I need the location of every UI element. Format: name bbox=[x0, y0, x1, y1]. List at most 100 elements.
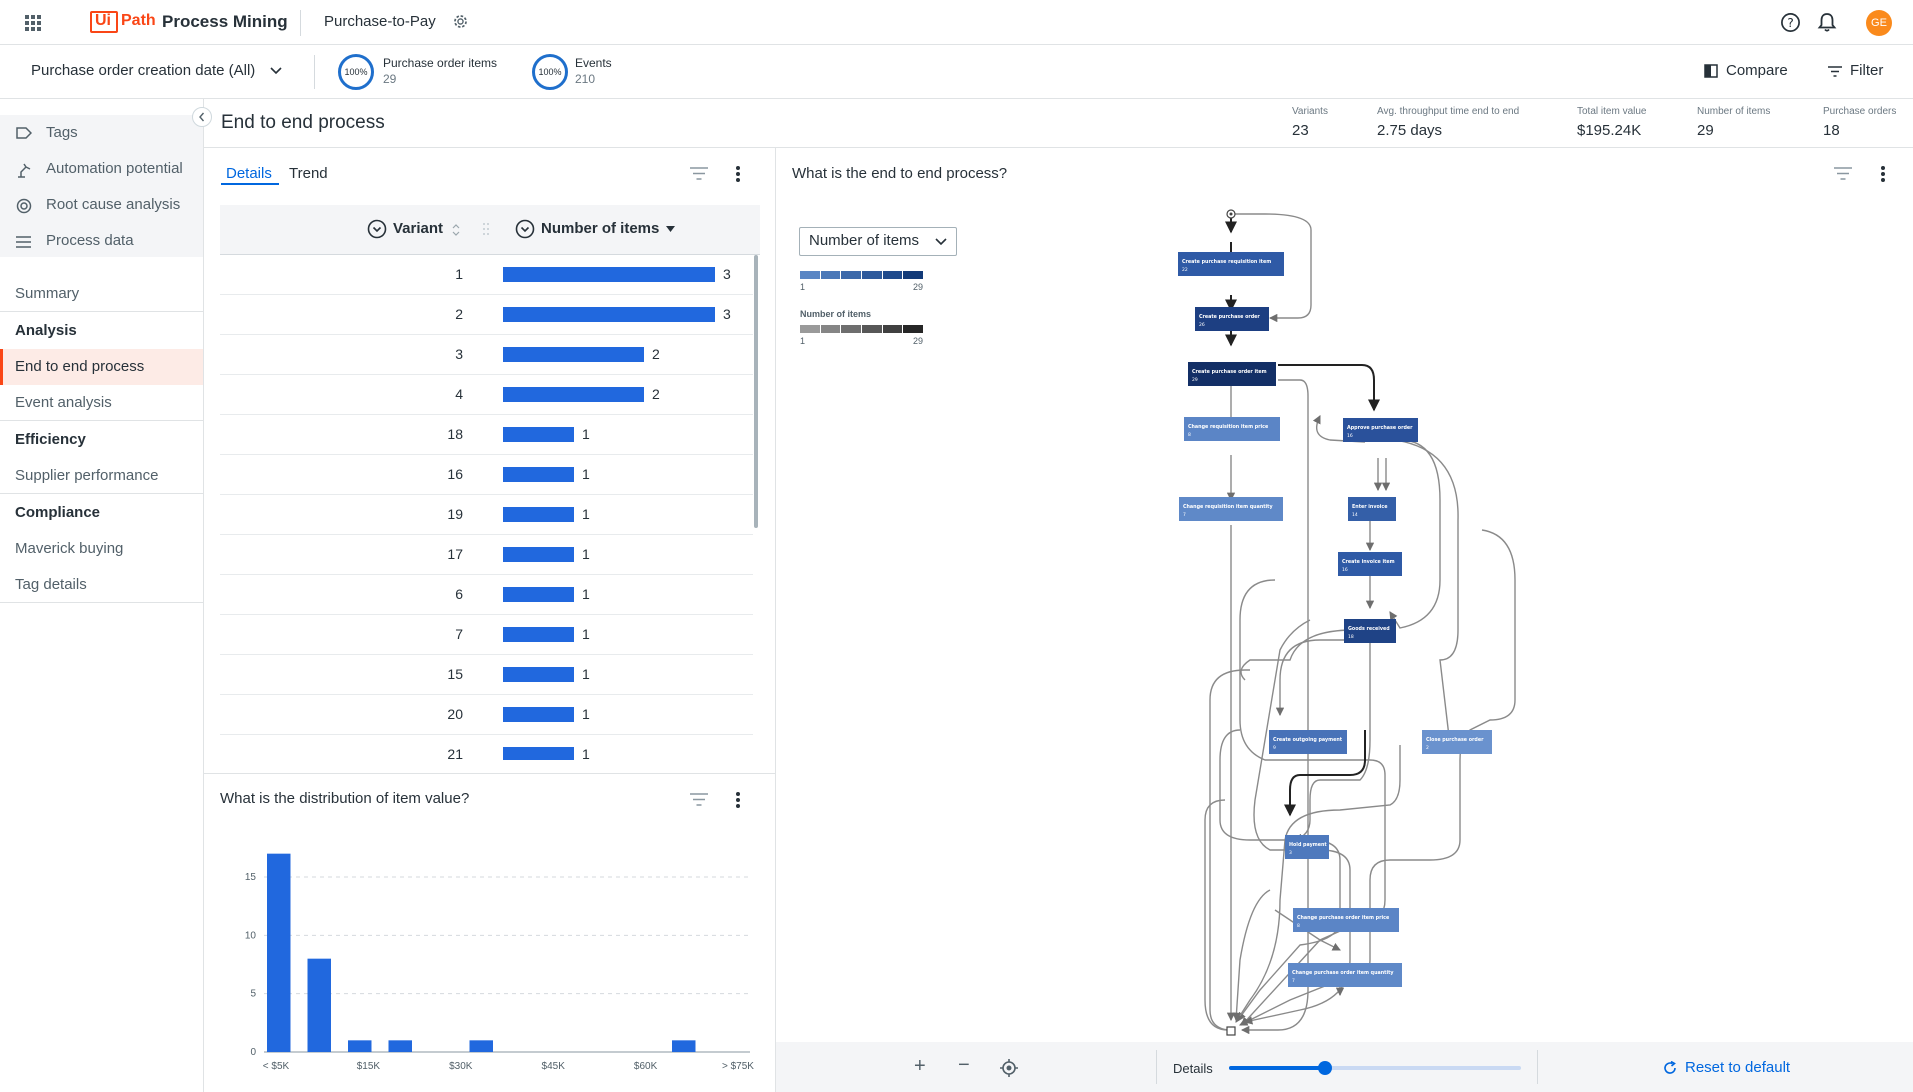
histogram-bar[interactable] bbox=[267, 853, 291, 1052]
table-row[interactable]: 17 1 bbox=[220, 535, 753, 575]
sidebar-tool-process-data[interactable]: Process data bbox=[0, 229, 203, 257]
reset-to-default-button[interactable]: Reset to default bbox=[1661, 1057, 1801, 1079]
process-node[interactable]: Enter invoice 14 bbox=[1348, 497, 1396, 521]
column-header-number-of-items[interactable]: Number of items bbox=[541, 220, 660, 237]
product-name: Process Mining bbox=[162, 12, 288, 31]
more-options-icon[interactable] bbox=[735, 165, 741, 183]
nav-item-tag-details[interactable]: Tag details bbox=[15, 576, 87, 593]
table-filter-icon[interactable] bbox=[690, 167, 708, 180]
recenter-icon[interactable] bbox=[1000, 1059, 1018, 1077]
process-node[interactable]: Goods received 18 bbox=[1344, 619, 1396, 643]
sort-descending-icon[interactable] bbox=[666, 226, 675, 232]
sort-circle-icon[interactable] bbox=[367, 219, 387, 239]
more-options-icon[interactable] bbox=[1880, 165, 1886, 183]
kpi-ring: 100% bbox=[338, 54, 374, 90]
process-node[interactable]: Change requisition item quantity 7 bbox=[1179, 497, 1283, 521]
table-row[interactable]: 21 1 bbox=[220, 735, 753, 760]
sidebar-tool-label: Automation potential bbox=[46, 160, 183, 177]
histogram-bar[interactable] bbox=[672, 1040, 696, 1052]
stat-value: $195.24K bbox=[1577, 122, 1642, 139]
tab-trend[interactable]: Trend bbox=[289, 165, 328, 182]
nav-divider bbox=[0, 602, 203, 603]
histogram-bar[interactable] bbox=[307, 958, 331, 1052]
process-node[interactable]: Hold payment 3 bbox=[1285, 835, 1329, 859]
sidebar-tool-automation-potential[interactable]: Automation potential bbox=[0, 157, 203, 185]
nav-group-compliance[interactable]: Compliance bbox=[15, 504, 101, 521]
process-node[interactable]: Change purchase order item price 8 bbox=[1293, 908, 1399, 932]
process-node[interactable]: Approve purchase order 16 bbox=[1343, 418, 1418, 442]
apps-grid-icon[interactable] bbox=[25, 15, 41, 31]
nav-item-event-analysis[interactable]: Event analysis bbox=[15, 394, 112, 411]
process-node[interactable]: Create purchase order item 29 bbox=[1188, 362, 1276, 386]
table-scrollbar[interactable] bbox=[754, 255, 758, 528]
sort-arrows-icon[interactable] bbox=[452, 224, 460, 236]
process-filter-icon[interactable] bbox=[1834, 167, 1852, 180]
sidebar-tool-tags[interactable]: Tags bbox=[0, 121, 203, 149]
metric-select[interactable]: Number of items bbox=[799, 227, 957, 256]
legend-max: 29 bbox=[913, 282, 924, 292]
process-node-count: 16 bbox=[1347, 433, 1353, 439]
details-slider[interactable] bbox=[1229, 1060, 1521, 1076]
x-tick-label: $45K bbox=[542, 1061, 566, 1072]
sidebar-tool-root-cause-analysis[interactable]: Root cause analysis bbox=[0, 193, 203, 221]
slider-fill bbox=[1229, 1066, 1325, 1070]
bell-icon[interactable] bbox=[1817, 12, 1837, 33]
app-name[interactable]: Purchase-to-Pay bbox=[324, 13, 436, 30]
sort-circle-icon[interactable] bbox=[515, 219, 535, 239]
column-header-variant[interactable]: Variant bbox=[393, 220, 444, 237]
nav-item-supplier-performance[interactable]: Supplier performance bbox=[15, 467, 159, 484]
process-node[interactable]: Create purchase order 26 bbox=[1195, 307, 1269, 331]
table-row[interactable]: 16 1 bbox=[220, 455, 753, 495]
process-node[interactable]: Create purchase requisition item 22 bbox=[1178, 252, 1284, 276]
process-node[interactable]: Change purchase order item quantity 7 bbox=[1288, 963, 1402, 987]
nav-item-maverick-buying[interactable]: Maverick buying bbox=[15, 540, 124, 557]
zoom-in-icon[interactable]: + bbox=[914, 1055, 926, 1077]
column-drag-handle-icon[interactable] bbox=[482, 222, 490, 236]
process-node[interactable]: Create outgoing payment 9 bbox=[1269, 730, 1347, 754]
nav-item-end-to-end-process[interactable]: End to end process bbox=[15, 358, 145, 375]
help-icon[interactable]: ? bbox=[1780, 12, 1801, 33]
slider-handle[interactable] bbox=[1318, 1061, 1332, 1075]
nav-group-analysis[interactable]: Analysis bbox=[15, 322, 77, 339]
process-node[interactable]: Close purchase order 2 bbox=[1422, 730, 1492, 754]
nav-group-efficiency[interactable]: Efficiency bbox=[15, 431, 86, 448]
table-row[interactable]: 20 1 bbox=[220, 695, 753, 735]
divider bbox=[204, 773, 775, 774]
histogram-bar[interactable] bbox=[469, 1040, 493, 1052]
items-bar bbox=[503, 347, 644, 362]
table-row[interactable]: 15 1 bbox=[220, 655, 753, 695]
compare-icon bbox=[1704, 64, 1718, 78]
nav-item-summary[interactable]: Summary bbox=[15, 285, 80, 302]
avatar[interactable]: GE bbox=[1866, 10, 1892, 36]
histogram-bar[interactable] bbox=[388, 1040, 412, 1052]
process-node[interactable]: Create invoice item 16 bbox=[1338, 552, 1402, 576]
process-node-count: 3 bbox=[1289, 850, 1292, 856]
chevron-down-icon[interactable] bbox=[270, 67, 282, 75]
nav-divider bbox=[0, 311, 203, 312]
process-node[interactable]: Change requisition item price 8 bbox=[1184, 417, 1280, 441]
variants-rows: 1 3 2 3 3 2 4 2 18 1 16 1 19 1 17 1 6 1 7 1 15 1 20 1 21 1 bbox=[220, 255, 760, 760]
histogram-bar[interactable] bbox=[348, 1040, 372, 1052]
more-options-icon[interactable] bbox=[735, 791, 741, 809]
gear-icon[interactable] bbox=[452, 13, 469, 30]
end-node-icon[interactable] bbox=[1226, 1026, 1236, 1036]
slider-track bbox=[1229, 1066, 1521, 1070]
zoom-out-icon[interactable]: − bbox=[958, 1054, 970, 1076]
items-bar bbox=[503, 427, 574, 442]
edge-color-legend bbox=[800, 325, 925, 333]
process-node-count: 8 bbox=[1188, 432, 1191, 438]
process-graph[interactable]: Create purchase requisition item 22 Crea… bbox=[1170, 200, 1530, 1045]
divider bbox=[314, 55, 315, 89]
table-row[interactable]: 18 1 bbox=[220, 415, 753, 455]
collapse-sidebar-button[interactable] bbox=[192, 107, 212, 127]
date-filter-dropdown[interactable]: Purchase order creation date (All) bbox=[31, 62, 256, 79]
table-row[interactable]: 19 1 bbox=[220, 495, 753, 535]
chart-filter-icon[interactable] bbox=[690, 793, 708, 806]
tab-details[interactable]: Details bbox=[226, 165, 272, 182]
